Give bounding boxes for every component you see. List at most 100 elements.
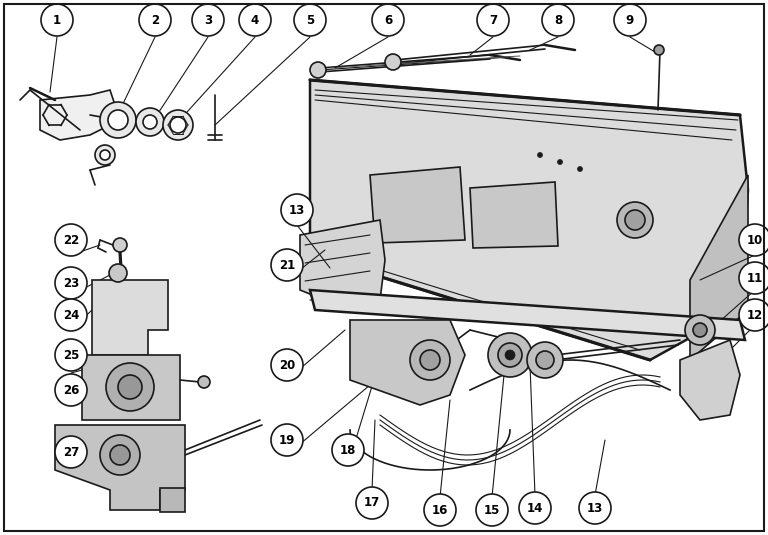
- Text: 19: 19: [279, 433, 295, 447]
- Circle shape: [693, 323, 707, 337]
- Text: 16: 16: [432, 503, 449, 516]
- Circle shape: [55, 224, 87, 256]
- Text: 9: 9: [626, 13, 634, 27]
- Text: 4: 4: [251, 13, 259, 27]
- Circle shape: [198, 376, 210, 388]
- Polygon shape: [310, 80, 748, 360]
- Circle shape: [113, 238, 127, 252]
- Circle shape: [55, 299, 87, 331]
- Text: 27: 27: [63, 446, 79, 458]
- Circle shape: [271, 424, 303, 456]
- Circle shape: [100, 150, 110, 160]
- Circle shape: [170, 117, 186, 133]
- Text: 2: 2: [151, 13, 159, 27]
- Circle shape: [519, 492, 551, 524]
- Circle shape: [110, 445, 130, 465]
- Text: 11: 11: [746, 271, 763, 285]
- Circle shape: [118, 375, 142, 399]
- Text: 12: 12: [746, 309, 763, 322]
- Circle shape: [95, 145, 115, 165]
- Circle shape: [617, 202, 653, 238]
- Circle shape: [55, 339, 87, 371]
- Text: 21: 21: [279, 258, 295, 271]
- Text: 18: 18: [339, 444, 356, 456]
- Polygon shape: [40, 90, 115, 140]
- Circle shape: [100, 102, 136, 138]
- Circle shape: [477, 4, 509, 36]
- Circle shape: [739, 299, 768, 331]
- Circle shape: [385, 54, 401, 70]
- Text: 24: 24: [63, 309, 79, 322]
- Circle shape: [685, 315, 715, 345]
- Circle shape: [55, 436, 87, 468]
- Circle shape: [558, 159, 562, 164]
- Text: 13: 13: [587, 501, 603, 515]
- Text: 3: 3: [204, 13, 212, 27]
- Text: 15: 15: [484, 503, 500, 516]
- Circle shape: [310, 62, 326, 78]
- Circle shape: [498, 343, 522, 367]
- Circle shape: [108, 110, 128, 130]
- Circle shape: [420, 350, 440, 370]
- Text: 10: 10: [746, 233, 763, 247]
- Circle shape: [41, 4, 73, 36]
- Text: 20: 20: [279, 358, 295, 371]
- Circle shape: [625, 210, 645, 230]
- Circle shape: [100, 435, 140, 475]
- Circle shape: [281, 194, 313, 226]
- Circle shape: [239, 4, 271, 36]
- Circle shape: [163, 110, 193, 140]
- Polygon shape: [82, 355, 180, 420]
- Polygon shape: [92, 280, 168, 355]
- Circle shape: [538, 152, 542, 157]
- Text: 26: 26: [63, 384, 79, 396]
- Circle shape: [109, 264, 127, 282]
- Circle shape: [476, 494, 508, 526]
- Polygon shape: [310, 290, 745, 340]
- Polygon shape: [55, 425, 185, 510]
- Text: 6: 6: [384, 13, 392, 27]
- Circle shape: [527, 342, 563, 378]
- Circle shape: [106, 363, 154, 411]
- Circle shape: [579, 492, 611, 524]
- Circle shape: [424, 494, 456, 526]
- Text: 14: 14: [527, 501, 543, 515]
- Polygon shape: [300, 220, 385, 310]
- Circle shape: [356, 487, 388, 519]
- Circle shape: [739, 224, 768, 256]
- Circle shape: [271, 249, 303, 281]
- Polygon shape: [160, 488, 185, 512]
- Text: 8: 8: [554, 13, 562, 27]
- Circle shape: [55, 374, 87, 406]
- Polygon shape: [470, 182, 558, 248]
- Text: 17: 17: [364, 496, 380, 509]
- Circle shape: [143, 115, 157, 129]
- Circle shape: [488, 333, 532, 377]
- Text: 13: 13: [289, 203, 305, 217]
- Polygon shape: [370, 167, 465, 243]
- Circle shape: [372, 4, 404, 36]
- Circle shape: [332, 434, 364, 466]
- Circle shape: [505, 350, 515, 360]
- Circle shape: [139, 4, 171, 36]
- Circle shape: [536, 351, 554, 369]
- Circle shape: [55, 267, 87, 299]
- Circle shape: [614, 4, 646, 36]
- Circle shape: [542, 4, 574, 36]
- Circle shape: [410, 340, 450, 380]
- Circle shape: [136, 108, 164, 136]
- Polygon shape: [680, 340, 740, 420]
- Circle shape: [271, 349, 303, 381]
- Circle shape: [192, 4, 224, 36]
- Text: 22: 22: [63, 233, 79, 247]
- Circle shape: [578, 166, 582, 172]
- Text: 25: 25: [63, 348, 79, 362]
- Circle shape: [294, 4, 326, 36]
- Text: 23: 23: [63, 277, 79, 289]
- Circle shape: [739, 262, 768, 294]
- Polygon shape: [350, 320, 465, 405]
- Text: 1: 1: [53, 13, 61, 27]
- Polygon shape: [690, 175, 748, 360]
- Text: 5: 5: [306, 13, 314, 27]
- Circle shape: [654, 45, 664, 55]
